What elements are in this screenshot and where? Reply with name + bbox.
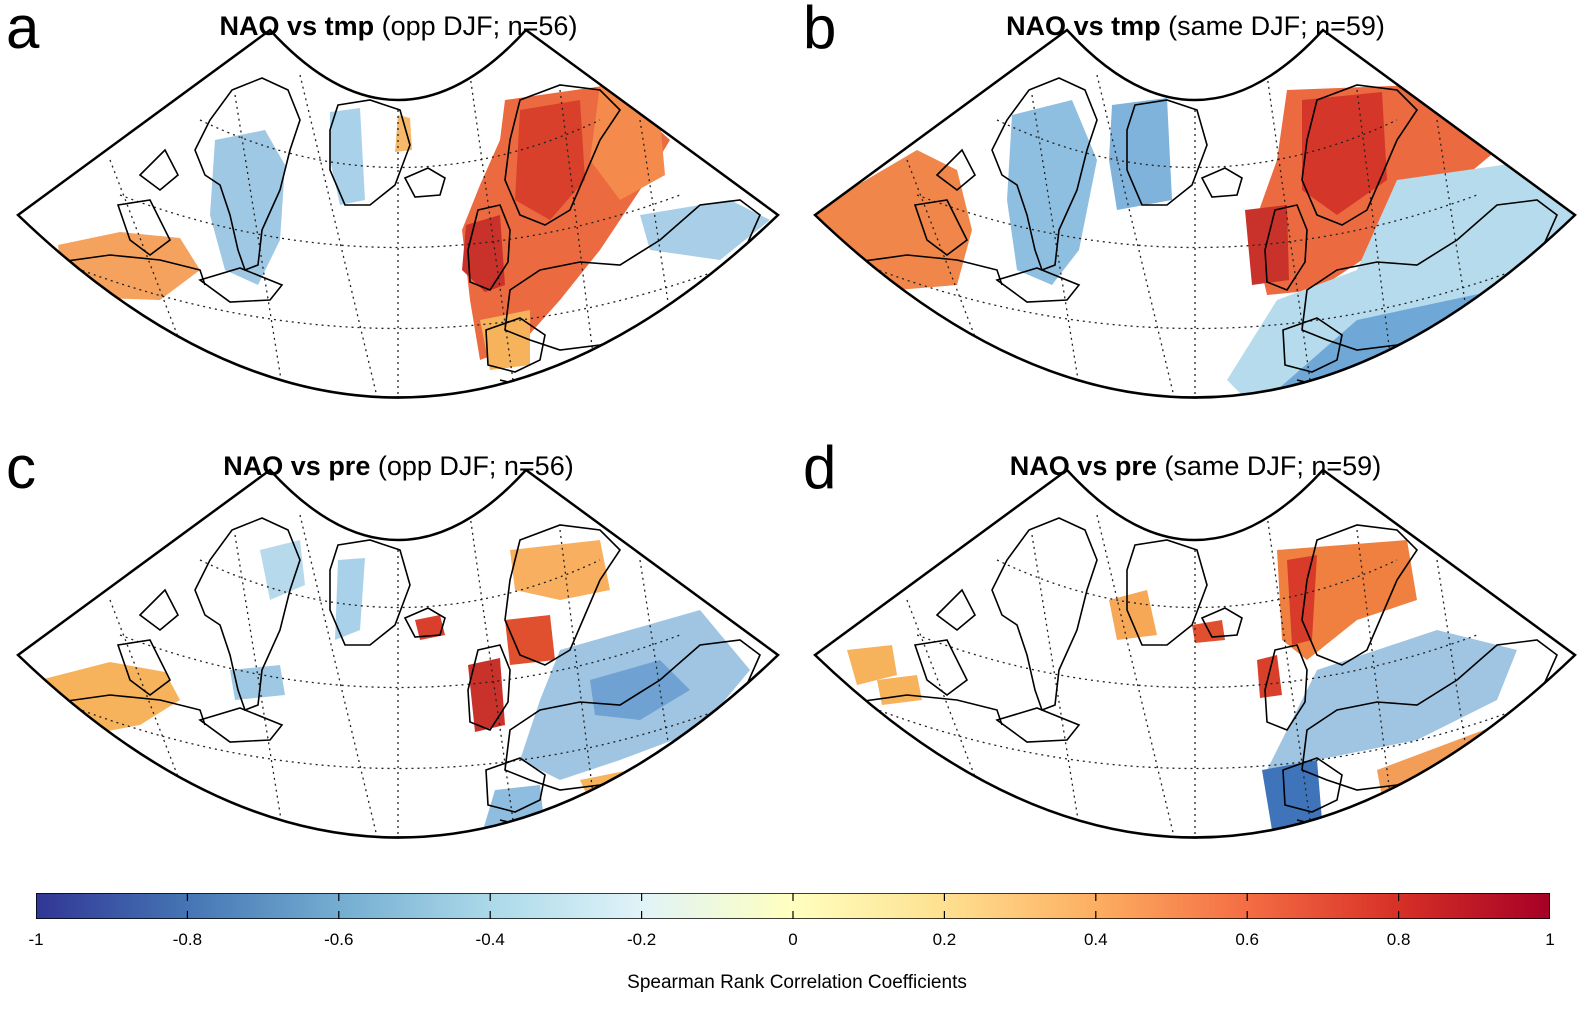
colorbar-tick-label: 1	[1545, 930, 1555, 949]
anomaly-region	[1007, 100, 1097, 285]
colorbar-tick-label: -0.6	[324, 930, 354, 949]
panel-title-detail: (opp DJF; n=56)	[377, 451, 574, 481]
colorbar-tick-label: 0	[788, 930, 798, 949]
map-frame	[16, 468, 780, 839]
colorbar-tick-label: -0.2	[626, 930, 657, 949]
panel-d: d NAO vs pre (same DJF; n=59)	[797, 434, 1594, 880]
anomaly-region	[415, 615, 445, 640]
panel-letter: b	[803, 0, 837, 61]
panel-a: a NAO vs tmp (opp DJF; n=56)	[0, 0, 797, 440]
panel-title-variable: NAO vs pre	[223, 451, 371, 481]
map-frame	[16, 28, 780, 399]
anomaly-region	[395, 115, 412, 152]
anomaly-region	[1109, 98, 1172, 210]
colorbar	[36, 893, 1550, 919]
panel-letter: c	[6, 434, 36, 501]
anomaly-region	[230, 665, 285, 700]
panel-title: NAO vs pre (same DJF; n=59)	[797, 450, 1594, 482]
anomaly-region	[260, 540, 305, 600]
panel-letter: a	[6, 0, 40, 61]
anomaly-region	[847, 645, 897, 685]
map-c	[16, 468, 780, 839]
panel-letter: d	[803, 434, 837, 501]
anomaly-region	[1262, 760, 1322, 830]
map-d	[813, 468, 1577, 839]
anomaly-region	[1227, 160, 1575, 398]
panel-title: NAO vs pre (opp DJF; n=56)	[0, 450, 797, 482]
anomaly-region	[1109, 590, 1157, 640]
panel-b: b NAO vs tmp (same DJF; n=59)	[797, 0, 1594, 440]
panel-title-detail: (opp DJF; n=56)	[381, 11, 578, 41]
anomaly-region	[505, 615, 555, 665]
anomaly-region	[640, 200, 770, 260]
anomaly-region	[330, 108, 365, 205]
map-a	[16, 28, 780, 399]
panel-title-variable: NAO vs tmp	[1006, 11, 1161, 41]
colorbar-tick-label: -1	[28, 930, 44, 949]
colorbar-label: Spearman Rank Correlation Coefficients	[627, 972, 967, 993]
anomaly-region	[1302, 92, 1387, 215]
anomaly-region	[335, 558, 365, 640]
anomaly-region	[1257, 655, 1282, 698]
panel-c: c NAO vs pre (opp DJF; n=56)	[0, 434, 797, 880]
colorbar-tick-label: 0.8	[1386, 930, 1411, 949]
colorbar-tick-label: -0.8	[172, 930, 203, 949]
anomaly-region	[515, 100, 585, 220]
anomaly-region	[1275, 825, 1322, 838]
anomaly-region	[510, 540, 610, 600]
panel-title: NAO vs tmp (opp DJF; n=56)	[0, 10, 797, 42]
panel-title-detail: (same DJF; n=59)	[1164, 451, 1382, 481]
map-frame	[813, 28, 1577, 399]
panel-title: NAO vs tmp (same DJF; n=59)	[797, 10, 1594, 42]
colorbar-tick-label: 0.6	[1235, 930, 1259, 949]
anomaly-region	[815, 150, 972, 290]
anomaly-region	[468, 658, 505, 732]
colorbar-tick-label: -0.4	[475, 930, 505, 949]
panel-title-variable: NAO vs tmp	[219, 11, 375, 41]
anomaly-region	[210, 130, 285, 285]
colorbar-tick-label: 0.4	[1083, 930, 1108, 949]
anomaly-region	[877, 675, 922, 705]
colorbar-tick-label: 0.2	[932, 930, 957, 949]
anomaly-region	[480, 310, 530, 370]
map-frame	[813, 468, 1577, 839]
anomaly-region	[1267, 630, 1517, 770]
map-b	[813, 28, 1577, 399]
panel-title-variable: NAO vs pre	[1009, 451, 1157, 481]
anomaly-region	[1287, 555, 1317, 645]
panel-title-detail: (same DJF; n=59)	[1168, 11, 1385, 41]
